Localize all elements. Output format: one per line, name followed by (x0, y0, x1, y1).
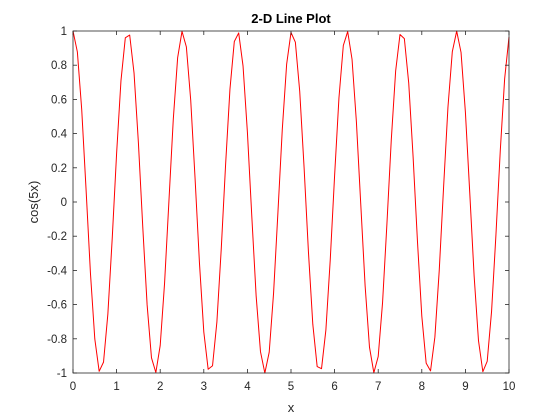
y-tick-label: 1 (61, 26, 67, 38)
y-tick-label: -0.4 (47, 265, 67, 277)
x-tick-label: 0 (70, 381, 76, 393)
y-tick-label: 0.2 (51, 163, 67, 175)
x-axis-ticks: 0 1 2 3 4 5 6 7 8 9 10 (70, 31, 516, 393)
y-tick-label: -1 (57, 368, 67, 380)
x-tick-label: 4 (244, 381, 251, 393)
x-tick-label: 5 (288, 381, 294, 393)
y-tick-label: 0.8 (51, 60, 67, 72)
y-tick-label: 0 (61, 197, 67, 209)
y-tick-label: -0.8 (47, 334, 67, 346)
x-tick-label: 3 (201, 381, 207, 393)
y-tick-label: 0.6 (51, 94, 67, 106)
x-tick-label: 6 (331, 381, 337, 393)
plot-area (73, 31, 509, 373)
x-axis-label: x (288, 400, 295, 415)
x-tick-label: 9 (462, 381, 468, 393)
y-axis-ticks: -1 -0.8 -0.6 -0.4 -0.2 0 0.2 0.4 0.6 0.8 1 (47, 26, 509, 380)
y-tick-label: -0.6 (47, 300, 67, 312)
x-tick-label: 2 (157, 381, 163, 393)
y-tick-label: -0.2 (47, 231, 67, 243)
y-tick-label: 0.4 (51, 129, 68, 141)
x-tick-label: 8 (419, 381, 425, 393)
x-tick-label: 1 (113, 381, 119, 393)
x-tick-label: 10 (503, 381, 516, 393)
y-axis-label: cos(5x) (26, 181, 41, 224)
x-tick-label: 7 (375, 381, 381, 393)
chart-title: 2-D Line Plot (251, 11, 331, 26)
